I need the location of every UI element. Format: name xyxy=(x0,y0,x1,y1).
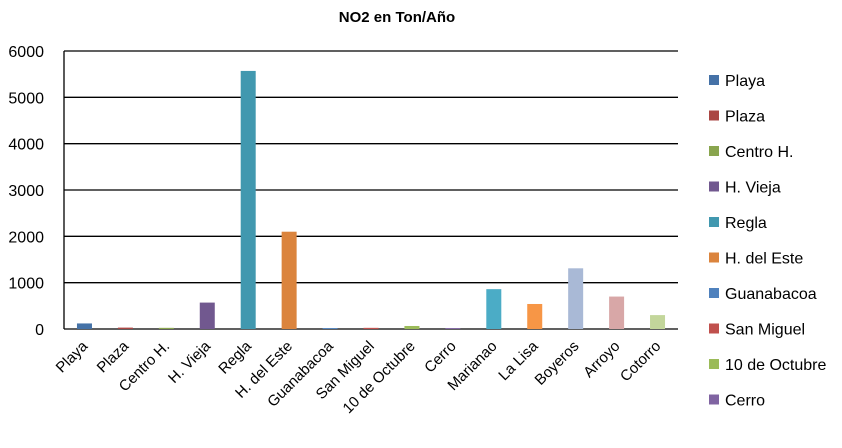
bar xyxy=(158,327,174,329)
bar xyxy=(568,268,584,329)
bar xyxy=(240,70,256,329)
bar xyxy=(486,289,502,329)
legend-label: Plaza xyxy=(725,109,765,126)
bar xyxy=(322,328,338,329)
y-tick-label: 6000 xyxy=(8,44,44,61)
y-tick-label: 1000 xyxy=(8,276,44,293)
x-tick-label: 10 de Octubre xyxy=(340,338,419,417)
y-tick-label: 3000 xyxy=(8,183,44,200)
bar xyxy=(445,328,461,329)
legend-label: 10 de Octubre xyxy=(725,357,827,374)
x-tick-label: Boyeros xyxy=(532,338,583,389)
bar xyxy=(527,303,543,329)
x-tick-label: Playa xyxy=(53,337,92,376)
x-tick-label: H. Vieja xyxy=(165,337,214,386)
x-tick-label: Cerro xyxy=(421,338,460,377)
legend-label: Cerro xyxy=(725,393,765,410)
y-axis-ticks: 0 1000 2000 3000 4000 5000 6000 xyxy=(8,44,44,339)
bar xyxy=(650,315,666,329)
legend-swatch xyxy=(709,110,719,121)
legend-label: Playa xyxy=(725,73,765,90)
legend-swatch xyxy=(709,217,719,227)
legend: Playa Plaza Centro H. H. Vieja Regla H. del E… xyxy=(709,73,827,410)
bar xyxy=(363,327,379,329)
legend-swatch xyxy=(709,252,719,263)
legend-swatch xyxy=(709,181,719,192)
bar xyxy=(609,296,625,329)
legend-label: Regla xyxy=(725,215,767,232)
legend-label: San Miguel xyxy=(725,322,805,339)
x-tick-label: Arroyo xyxy=(580,338,623,381)
bar xyxy=(404,325,420,329)
bars xyxy=(76,70,666,329)
bar xyxy=(281,231,297,329)
legend-label: Guanabacoa xyxy=(725,286,817,303)
bar xyxy=(117,327,133,329)
y-tick-label: 5000 xyxy=(8,90,44,107)
legend-swatch xyxy=(709,146,719,156)
legend-swatch xyxy=(709,75,719,85)
legend-swatch xyxy=(709,288,719,298)
legend-label: H. del Este xyxy=(725,251,803,268)
bar xyxy=(199,302,215,329)
legend-swatch xyxy=(709,323,719,334)
legend-label: H. Vieja xyxy=(725,180,781,197)
y-tick-label: 4000 xyxy=(8,137,44,154)
legend-swatch xyxy=(709,394,719,405)
legend-label: Centro H. xyxy=(725,144,793,161)
y-tick-label: 0 xyxy=(35,322,44,339)
x-tick-label: Cotorro xyxy=(617,338,664,385)
legend-swatch xyxy=(709,359,719,369)
y-tick-label: 2000 xyxy=(8,229,44,246)
x-tick-label: Plaza xyxy=(94,337,133,376)
gridlines xyxy=(63,50,678,330)
bar xyxy=(76,323,92,329)
chart-title: NO2 en Ton/Año xyxy=(339,9,455,26)
